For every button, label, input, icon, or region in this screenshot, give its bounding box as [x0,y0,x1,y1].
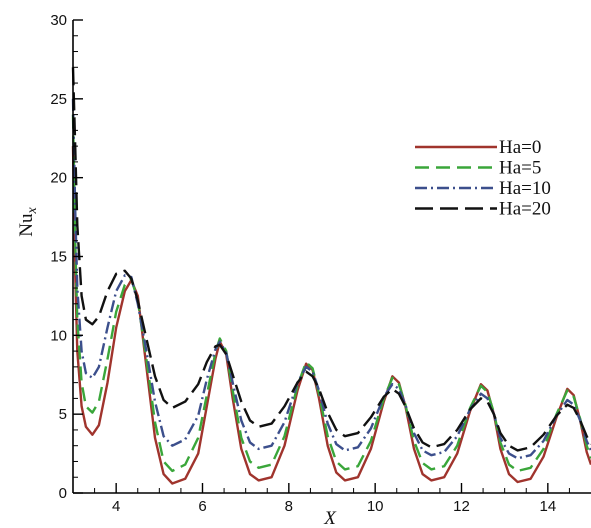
y-tick-label-0: 0 [59,485,67,502]
x-tick-label-4: 4 [112,498,120,515]
y-tick-label-15: 15 [50,249,67,266]
legend-label-ha-0: Ha=0 [499,137,541,158]
legend-label-ha-10: Ha=10 [499,178,551,199]
y-tick-label-10: 10 [50,327,67,344]
y-axis-title-subscript: x [25,206,40,214]
x-tick-label-12: 12 [453,498,470,515]
x-tick-label-6: 6 [198,498,206,515]
plot-lines [71,67,591,485]
x-tick-label-14: 14 [539,498,556,515]
x-tick-label-8: 8 [285,498,293,515]
series-line-ha-20 [71,67,591,452]
axes: 0 5 10 15 20 25 30 4 6 8 10 12 14 [50,12,591,515]
x-tick-label-10: 10 [367,498,384,515]
x-axis-title: X [323,508,337,528]
y-tick-label-30: 30 [50,12,67,29]
y-tick-label-20: 20 [50,170,67,187]
y-tick-label-25: 25 [50,91,67,108]
y-axis-title: Nux [16,206,40,236]
legend-label-ha-20: Ha=20 [499,199,551,220]
legend-label-ha-5: Ha=5 [499,158,541,179]
y-axis-title-main: Nu [16,213,37,237]
y-tick-label-5: 5 [59,406,67,423]
